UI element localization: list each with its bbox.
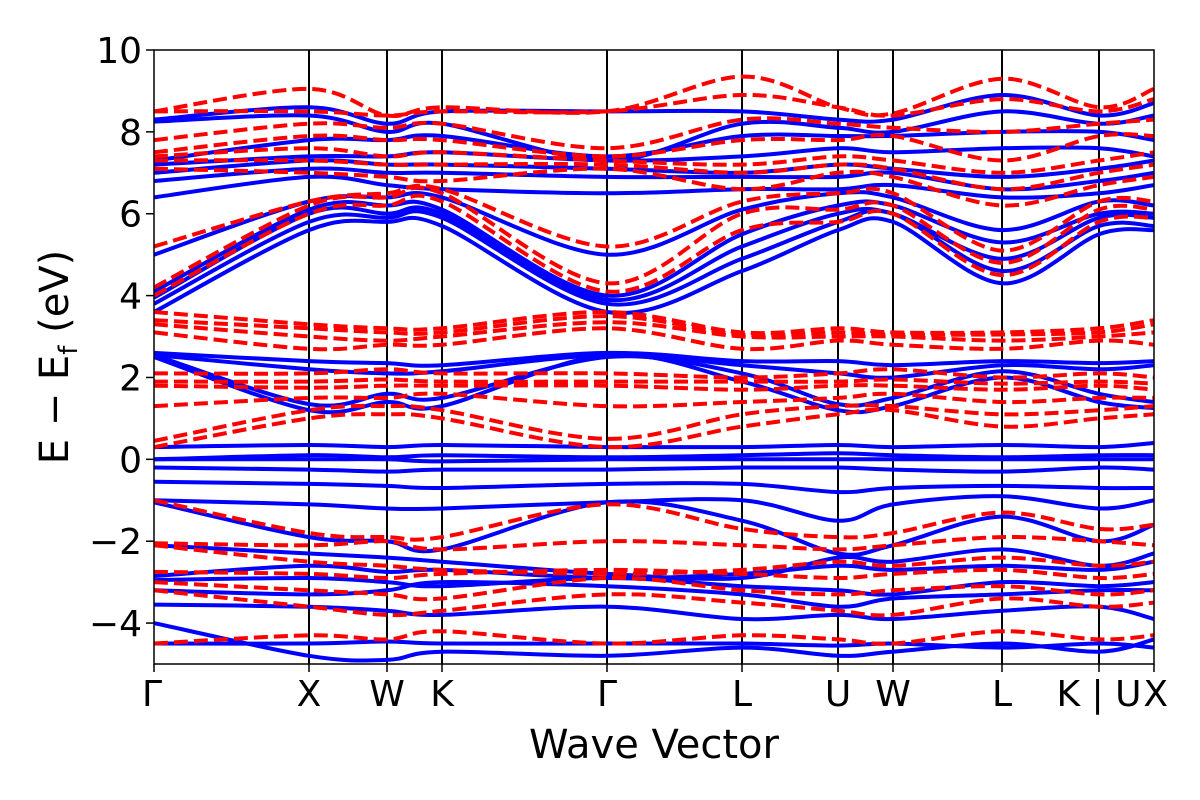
x-tick-label: Γ <box>597 674 617 715</box>
y-axis-title: E − Ef (eV) <box>32 250 84 465</box>
band-line-red-dashed <box>154 407 1154 450</box>
band-line-red-dashed <box>154 309 1154 336</box>
band-line-red-dashed <box>154 92 1154 118</box>
band-line-blue-solid <box>154 543 1154 581</box>
band-line-red-dashed <box>154 498 1154 542</box>
band-line-red-dashed <box>154 588 1154 618</box>
band-line-red-dashed <box>154 391 1154 409</box>
band-line-blue-solid <box>154 199 1154 298</box>
band-line-blue-solid <box>154 602 1154 622</box>
band-line-blue-solid <box>154 451 1154 462</box>
band-line-blue-solid <box>154 353 1154 408</box>
band-line-red-dashed <box>154 183 1154 253</box>
band-line-blue-solid <box>154 352 1154 380</box>
band-line-red-dashed <box>154 74 1154 119</box>
band-line-blue-solid <box>154 145 1154 167</box>
y-axis-ticks: −4 −2 0 2 4 6 8 10 <box>89 31 154 645</box>
band-line-red-dashed <box>154 535 1154 552</box>
band-line-red-dashed <box>154 575 1154 602</box>
y-tick-label: 4 <box>119 277 142 318</box>
band-line-red-dashed <box>154 132 1154 163</box>
band-line-red-dashed <box>154 326 1154 352</box>
band-line-blue-solid <box>154 208 1154 307</box>
y-axis-title-unit: (eV) <box>32 250 78 346</box>
band-line-blue-solid <box>154 457 1154 464</box>
x-tick-label: L <box>732 674 752 715</box>
y-tick-label: 2 <box>119 358 142 399</box>
band-line-red-dashed <box>154 146 1154 175</box>
band-line-red-dashed <box>154 383 1154 392</box>
band-line-red-dashed <box>154 377 1154 386</box>
band-line-blue-solid <box>154 215 1154 316</box>
band-line-blue-solid <box>154 166 1154 192</box>
bands-layer <box>154 74 1154 663</box>
x-tick-label: W <box>875 674 911 715</box>
band-line-blue-solid <box>154 352 1154 415</box>
x-axis-title: Wave Vector <box>529 722 780 768</box>
band-line-blue-solid <box>154 441 1154 450</box>
y-tick-label: 6 <box>119 195 142 236</box>
x-tick-label: K | U <box>1057 674 1142 715</box>
band-line-blue-solid <box>154 575 1154 597</box>
y-axis-title-subscript: f <box>54 345 84 355</box>
y-axis-title-main: E − E <box>32 355 78 465</box>
x-tick-label: U <box>825 674 851 715</box>
band-line-blue-solid <box>154 174 1154 200</box>
band-line-blue-solid <box>154 479 1154 495</box>
band-line-blue-solid <box>154 92 1154 126</box>
y-tick-label: 10 <box>96 31 142 72</box>
band-line-blue-solid <box>154 465 1154 474</box>
band-line-blue-solid <box>154 559 1154 581</box>
y-tick-label: −4 <box>89 604 142 645</box>
y-tick-label: 8 <box>119 113 142 154</box>
band-line-blue-solid <box>154 158 1154 179</box>
band-line-red-dashed <box>154 116 1154 151</box>
band-line-red-dashed <box>154 314 1154 338</box>
band-line-red-dashed <box>154 403 1154 443</box>
band-line-red-dashed <box>154 629 1154 646</box>
band-line-blue-solid <box>154 205 1154 303</box>
band-line-blue-solid <box>154 639 1154 650</box>
x-tick-label: X <box>297 674 322 715</box>
x-tick-label: Γ <box>142 674 162 715</box>
band-line-blue-solid <box>154 350 1154 368</box>
band-line-red-dashed <box>154 367 1154 380</box>
y-tick-label: −2 <box>89 522 142 563</box>
band-line-blue-solid <box>154 494 1154 523</box>
band-line-red-dashed <box>154 193 1154 298</box>
x-tick-label: K <box>430 674 455 715</box>
band-line-blue-solid <box>154 621 1154 663</box>
plot-frame <box>153 49 1155 665</box>
x-tick-label: W <box>369 674 405 715</box>
x-tick-label: X <box>1143 674 1168 715</box>
band-line-red-dashed <box>154 166 1154 208</box>
x-tick-label: L <box>992 674 1012 715</box>
y-tick-label: 0 <box>119 440 142 481</box>
